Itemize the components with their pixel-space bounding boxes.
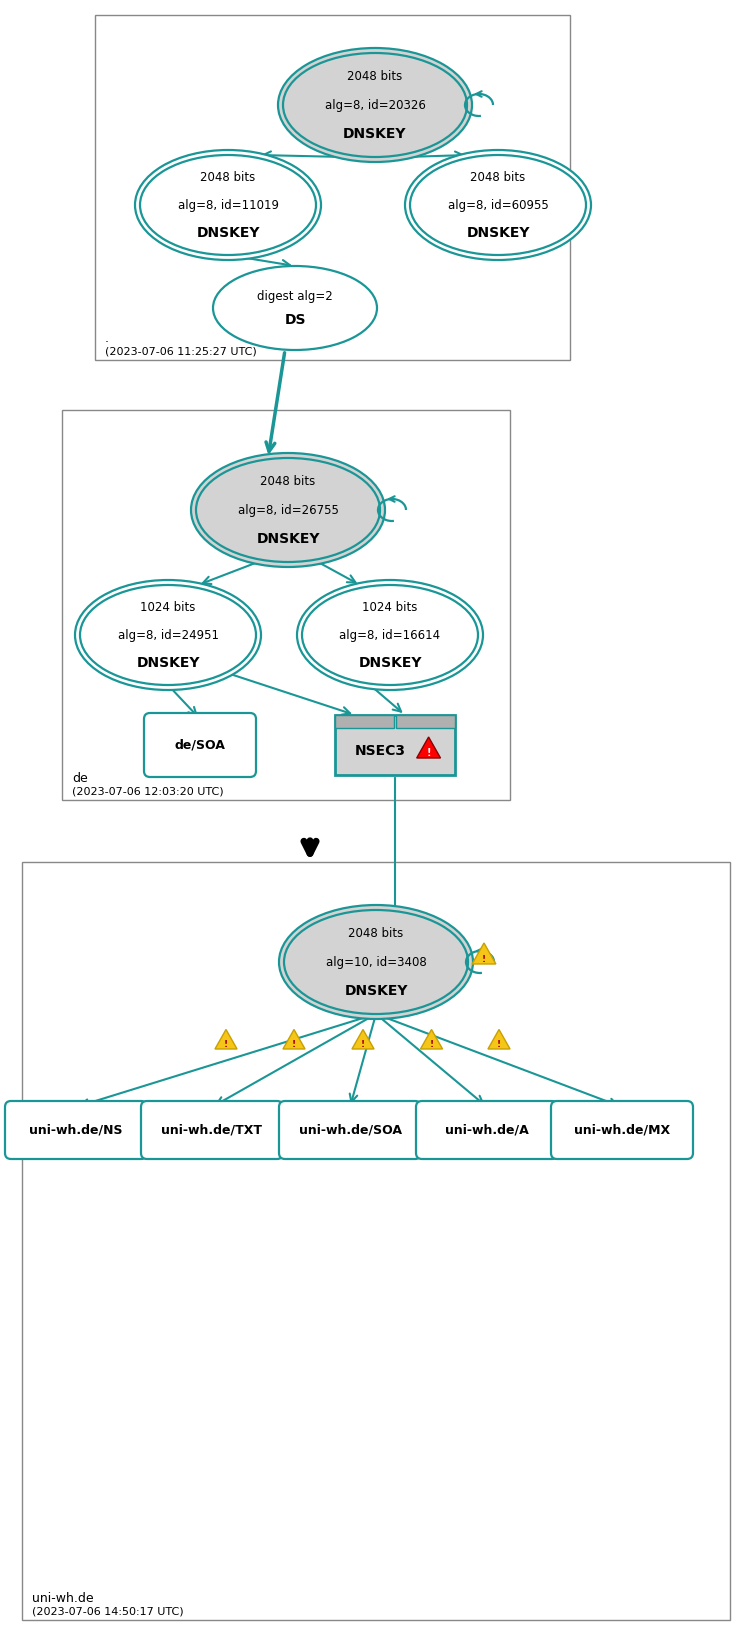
Text: uni-wh.de/TXT: uni-wh.de/TXT [162, 1124, 262, 1137]
Text: alg=8, id=26755: alg=8, id=26755 [238, 503, 338, 516]
FancyBboxPatch shape [5, 1101, 147, 1159]
Text: uni-wh.de/NS: uni-wh.de/NS [29, 1124, 123, 1137]
Text: !: ! [426, 748, 431, 758]
Text: 1024 bits: 1024 bits [141, 601, 196, 614]
Ellipse shape [279, 905, 473, 1020]
Text: (2023-07-06 11:25:27 UTC): (2023-07-06 11:25:27 UTC) [105, 346, 256, 356]
Polygon shape [420, 1029, 442, 1049]
Text: DNSKEY: DNSKEY [136, 655, 200, 670]
Polygon shape [352, 1029, 374, 1049]
Text: DNSKEY: DNSKEY [343, 126, 407, 141]
FancyBboxPatch shape [335, 716, 394, 729]
Text: 1024 bits: 1024 bits [362, 601, 417, 614]
Text: DNSKEY: DNSKEY [358, 655, 422, 670]
Ellipse shape [75, 580, 261, 690]
Ellipse shape [405, 150, 591, 260]
Text: (2023-07-06 14:50:17 UTC): (2023-07-06 14:50:17 UTC) [32, 1606, 183, 1616]
Ellipse shape [196, 458, 380, 562]
Ellipse shape [297, 580, 483, 690]
FancyBboxPatch shape [396, 716, 455, 729]
Text: alg=8, id=24951: alg=8, id=24951 [117, 629, 219, 642]
Text: alg=10, id=3408: alg=10, id=3408 [326, 956, 426, 969]
Polygon shape [417, 737, 441, 758]
Text: DNSKEY: DNSKEY [196, 225, 259, 240]
Ellipse shape [283, 52, 467, 157]
Text: digest alg=2: digest alg=2 [257, 289, 333, 302]
Ellipse shape [302, 585, 478, 685]
Text: 2048 bits: 2048 bits [200, 172, 256, 185]
Text: alg=8, id=16614: alg=8, id=16614 [339, 629, 441, 642]
Text: uni-wh.de/MX: uni-wh.de/MX [574, 1124, 670, 1137]
Polygon shape [283, 1029, 305, 1049]
Text: de/SOA: de/SOA [174, 739, 226, 752]
Text: !: ! [224, 1041, 228, 1049]
Polygon shape [215, 1029, 237, 1049]
Ellipse shape [135, 150, 321, 260]
FancyBboxPatch shape [335, 716, 455, 775]
FancyBboxPatch shape [95, 15, 570, 359]
Text: !: ! [429, 1041, 434, 1049]
Text: DS: DS [284, 312, 306, 327]
Ellipse shape [140, 155, 316, 255]
Text: uni-wh.de/SOA: uni-wh.de/SOA [299, 1124, 402, 1137]
Text: (2023-07-06 12:03:20 UTC): (2023-07-06 12:03:20 UTC) [72, 786, 223, 796]
Ellipse shape [284, 910, 468, 1015]
Text: alg=8, id=11019: alg=8, id=11019 [177, 198, 278, 211]
Text: DNSKEY: DNSKEY [256, 531, 320, 546]
Text: alg=8, id=60955: alg=8, id=60955 [447, 198, 548, 211]
Polygon shape [488, 1029, 510, 1049]
Text: !: ! [482, 954, 486, 964]
Text: 2048 bits: 2048 bits [347, 70, 402, 83]
Ellipse shape [80, 585, 256, 685]
FancyBboxPatch shape [279, 1101, 421, 1159]
Text: uni-wh.de: uni-wh.de [32, 1592, 94, 1605]
FancyBboxPatch shape [551, 1101, 693, 1159]
FancyBboxPatch shape [22, 863, 730, 1619]
FancyBboxPatch shape [62, 410, 510, 801]
FancyBboxPatch shape [144, 712, 256, 778]
Ellipse shape [191, 453, 385, 567]
Text: .: . [105, 332, 109, 345]
Polygon shape [472, 943, 496, 964]
FancyBboxPatch shape [416, 1101, 558, 1159]
Text: 2048 bits: 2048 bits [470, 172, 526, 185]
Text: !: ! [361, 1041, 365, 1049]
Text: uni-wh.de/A: uni-wh.de/A [445, 1124, 529, 1137]
Text: de: de [72, 771, 88, 784]
Text: DNSKEY: DNSKEY [466, 225, 529, 240]
Ellipse shape [278, 47, 472, 162]
Text: alg=8, id=20326: alg=8, id=20326 [325, 98, 426, 111]
Text: !: ! [497, 1041, 501, 1049]
Text: 2048 bits: 2048 bits [348, 926, 404, 940]
Text: NSEC3: NSEC3 [355, 743, 406, 758]
Text: !: ! [292, 1041, 296, 1049]
FancyBboxPatch shape [141, 1101, 283, 1159]
Ellipse shape [410, 155, 586, 255]
Text: 2048 bits: 2048 bits [260, 475, 316, 489]
Text: DNSKEY: DNSKEY [344, 984, 408, 998]
Ellipse shape [213, 266, 377, 350]
